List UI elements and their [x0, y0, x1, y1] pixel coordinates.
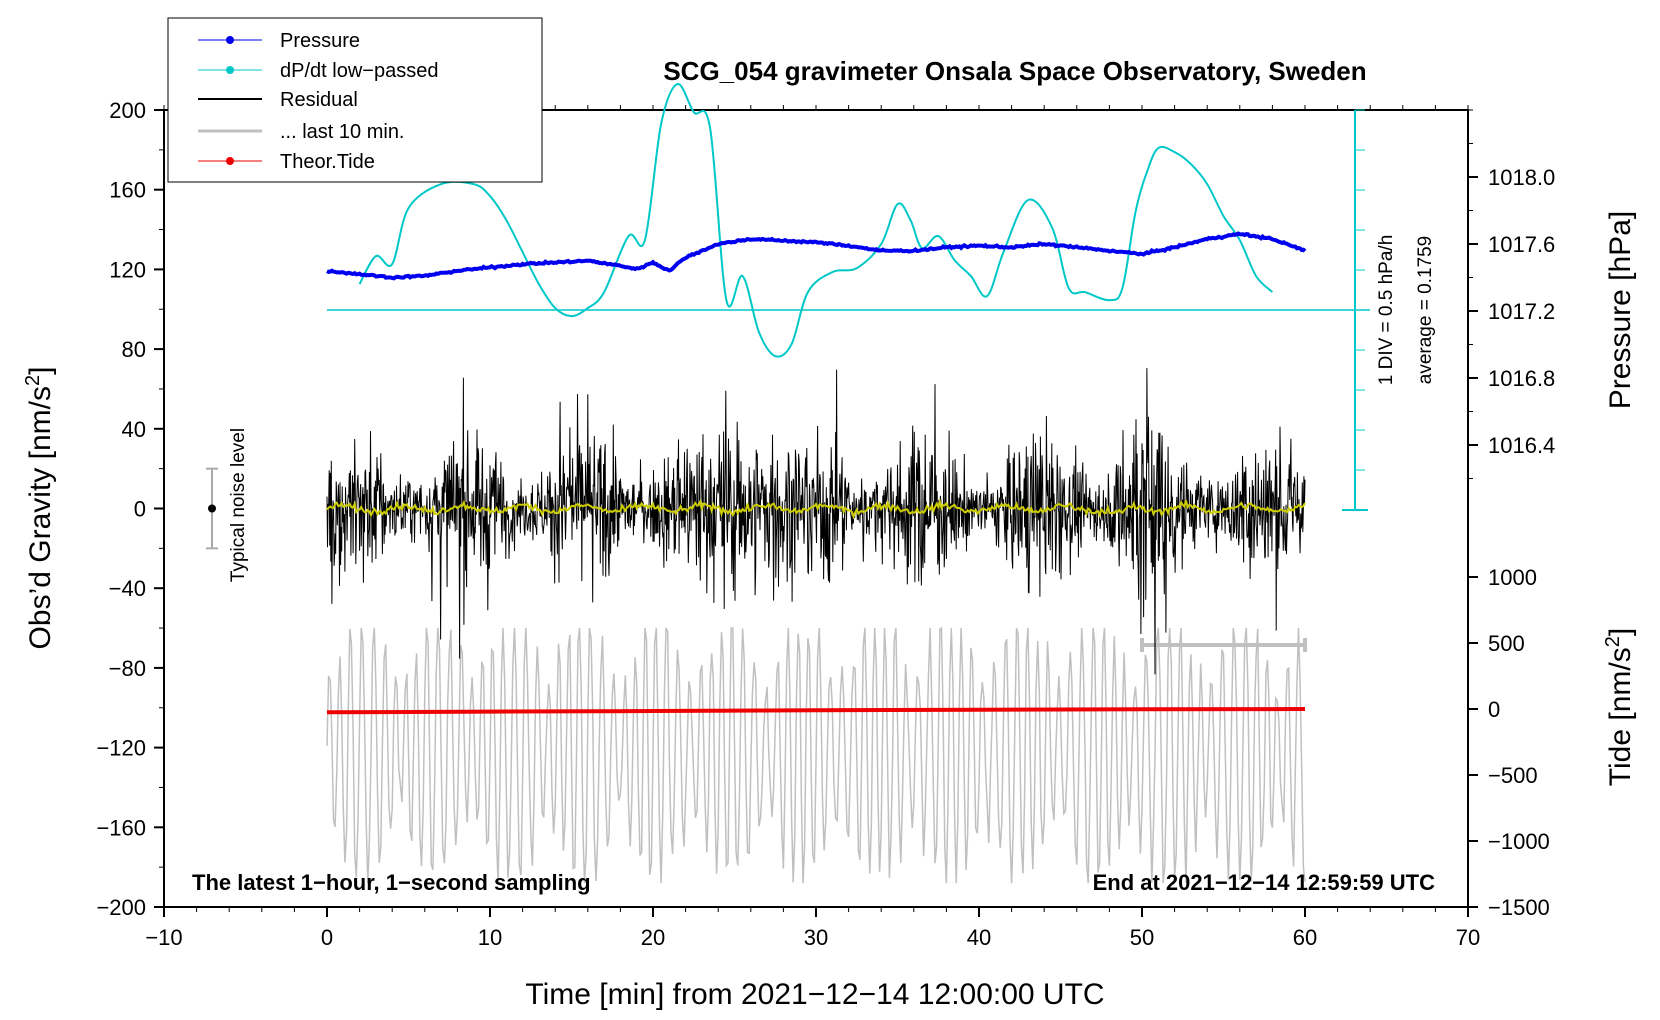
- pressure-tick-label: 1017.2: [1488, 299, 1555, 324]
- legend-marker-tide: [226, 157, 234, 165]
- axes: −10 0 10 20 30 40 50 60 70 200 160 120 80 40 0 −40 −80 −1…: [96, 98, 1555, 950]
- legend-marker-pressure: [226, 36, 234, 44]
- tide-tick-label: 0: [1488, 697, 1500, 722]
- tide-line: [326, 707, 1306, 715]
- noise-bar-center: [208, 504, 216, 513]
- noise-level-label: Typical noise level: [228, 428, 249, 582]
- legend: Pressure dP/dt low−passed Residual ... l…: [167, 17, 543, 183]
- x-tick-label: 60: [1293, 925, 1317, 950]
- legend-label-tide: Theor.Tide: [280, 151, 375, 173]
- legend-label-residual: Residual: [280, 89, 358, 111]
- y-tick-label: 40: [122, 417, 146, 442]
- pressure-axis-title: Pressure [hPa]: [1604, 211, 1637, 409]
- y-tick-label: −200: [96, 895, 146, 920]
- residual-series: [326, 368, 1306, 675]
- legend-marker-dpdt: [226, 66, 234, 74]
- y-tick-label: 0: [134, 497, 146, 522]
- tide-tick-label: 500: [1488, 631, 1525, 656]
- last10-series: [326, 626, 1307, 884]
- tide-tick-label: −1000: [1488, 829, 1550, 854]
- sampling-note: The latest 1−hour, 1−second sampling: [192, 870, 591, 895]
- last10-line: [326, 626, 1306, 884]
- theor-tide-series: [326, 707, 1306, 715]
- average-label: average = 0.1759: [1415, 236, 1436, 384]
- tide-tick-label: −1500: [1488, 895, 1550, 920]
- legend-label-pressure: Pressure: [280, 30, 360, 52]
- y-tick-label: −120: [96, 736, 146, 761]
- y-axis-title: Obs’d Gravity [nm/s2]: [22, 367, 57, 650]
- legend-label-dpdt: dP/dt low−passed: [280, 60, 438, 82]
- pressure-tick-label: 1017.6: [1488, 232, 1555, 257]
- noise-level-indicator: [206, 467, 218, 550]
- dpdt-line: [358, 83, 1274, 358]
- x-tick-label: 30: [804, 925, 828, 950]
- dpdt-series: [327, 83, 1370, 358]
- y-tick-label: 80: [122, 337, 146, 362]
- y-tick-label: 120: [109, 257, 146, 282]
- x-tick-label: 0: [321, 925, 333, 950]
- x-tick-label: 50: [1130, 925, 1154, 950]
- pressure-tick-label: 1016.4: [1488, 433, 1555, 458]
- pressure-tick-label: 1016.8: [1488, 366, 1555, 391]
- tide-axis-title: Tide [nm/s2]: [1602, 628, 1637, 786]
- x-tick-label: 20: [641, 925, 665, 950]
- pressure-line: [326, 231, 1307, 281]
- x-tick-label: −10: [145, 925, 182, 950]
- y-tick-label: −40: [109, 576, 146, 601]
- residual-smoothed-line: [326, 498, 1306, 520]
- tide-tick-label: −500: [1488, 763, 1538, 788]
- pressure-tick-label: 1018.0: [1488, 165, 1555, 190]
- tide-tick-label: 1000: [1488, 565, 1537, 590]
- x-tick-label: 40: [967, 925, 991, 950]
- y-tick-label: −80: [109, 656, 146, 681]
- legend-label-last10: ... last 10 min.: [280, 121, 405, 143]
- end-time-note: End at 2021−12−14 12:59:59 UTC: [1093, 870, 1436, 895]
- x-axis-title: Time [min] from 2021−12−14 12:00:00 UTC: [525, 978, 1104, 1011]
- scale-div-label: 1 DIV = 0.5 hPa/h: [1376, 235, 1397, 386]
- y-tick-label: 200: [109, 98, 146, 123]
- dpdt-scale-bar: [1342, 109, 1368, 511]
- y-tick-label: 160: [109, 178, 146, 203]
- x-tick-label: 10: [478, 925, 502, 950]
- y-tick-label: −160: [96, 815, 146, 840]
- x-tick-label: 70: [1456, 925, 1480, 950]
- pressure-series: [326, 231, 1307, 281]
- residual-line: [326, 368, 1306, 675]
- chart-title: SCG_054 gravimeter Onsala Space Observat…: [663, 56, 1366, 86]
